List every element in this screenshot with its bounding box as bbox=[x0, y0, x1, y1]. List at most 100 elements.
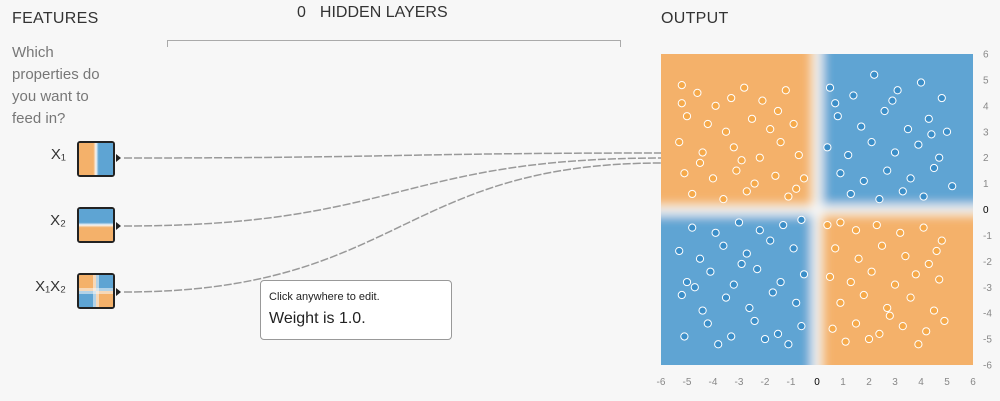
orange-point bbox=[836, 218, 845, 227]
blue-point bbox=[890, 148, 900, 157]
feature-node-x1x2[interactable] bbox=[77, 273, 115, 309]
orange-point bbox=[828, 324, 837, 333]
blue-point bbox=[916, 78, 926, 87]
weight-tooltip[interactable]: Click anywhere to edit. Weight is 1.0. bbox=[260, 280, 452, 340]
orange-point bbox=[924, 259, 933, 269]
orange-point bbox=[841, 337, 850, 346]
orange-point bbox=[711, 101, 720, 110]
blue-point bbox=[706, 267, 715, 276]
link-x1x2[interactable] bbox=[123, 162, 663, 293]
orange-point bbox=[932, 246, 941, 256]
orange-point bbox=[922, 327, 931, 336]
y-axis-ticks: 6 5 4 3 2 1 0 -1 -2 -3 -4 -5 -6 bbox=[983, 50, 992, 372]
feature-node-x1[interactable] bbox=[77, 141, 115, 177]
blue-point bbox=[948, 182, 957, 191]
blue-point bbox=[836, 169, 845, 178]
orange-point bbox=[919, 223, 928, 232]
x-tick-label: -6 bbox=[657, 377, 666, 388]
orange-point bbox=[875, 329, 884, 338]
orange-point bbox=[698, 148, 707, 157]
y-tick-label: -2 bbox=[983, 257, 992, 268]
orange-point bbox=[883, 303, 892, 313]
x-tick-label: 0 bbox=[814, 377, 820, 388]
x-tick-label: -3 bbox=[735, 377, 744, 388]
blue-point bbox=[766, 236, 775, 245]
blue-point bbox=[737, 259, 746, 269]
blue-point bbox=[789, 244, 798, 253]
orange-point bbox=[914, 340, 923, 349]
orange-point bbox=[695, 158, 705, 167]
hidden-layers-count: 0 bbox=[297, 4, 306, 21]
blue-point bbox=[823, 143, 832, 152]
hidden-layers-label: HIDDEN LAYERS bbox=[319, 4, 448, 21]
orange-point bbox=[781, 86, 790, 95]
x-tick-label: -5 bbox=[683, 377, 692, 388]
blue-point bbox=[883, 166, 892, 175]
x-tick-label: -1 bbox=[787, 377, 796, 388]
orange-point bbox=[854, 254, 863, 263]
blue-point bbox=[935, 153, 944, 162]
orange-point bbox=[825, 272, 835, 281]
orange-point bbox=[906, 293, 915, 302]
blue-point bbox=[919, 192, 928, 201]
blue-point bbox=[750, 316, 759, 326]
blue-point bbox=[927, 130, 936, 139]
orange-point bbox=[776, 138, 785, 147]
y-tick-label: 5 bbox=[983, 75, 989, 86]
output-chart[interactable]: -6 -5 -4 -3 -2 -1 0 1 2 3 4 5 6 6 5 4 3 2 1 0 -1 -2 -3 -4 -5 -6 bbox=[650, 40, 1000, 401]
feature-node-x2[interactable] bbox=[77, 207, 115, 243]
blue-point bbox=[870, 70, 879, 79]
blue-point bbox=[844, 150, 853, 160]
orange-point bbox=[864, 334, 874, 344]
blue-point bbox=[849, 91, 858, 100]
x-tick-label: 2 bbox=[866, 377, 872, 388]
blue-point bbox=[924, 114, 933, 123]
link-x1[interactable] bbox=[123, 152, 663, 159]
y-tick-label: -4 bbox=[983, 309, 992, 320]
orange-point bbox=[836, 298, 845, 307]
orange-point bbox=[719, 195, 728, 204]
orange-point bbox=[732, 166, 741, 175]
feature-x1x2-output-arrow bbox=[116, 288, 121, 296]
features-question: Which properties do you want to feed in? bbox=[12, 44, 100, 127]
blue-point bbox=[721, 293, 731, 302]
orange-point bbox=[799, 174, 809, 183]
blue-point bbox=[690, 283, 699, 292]
feature-x2-thumbnail bbox=[79, 209, 113, 241]
orange-point bbox=[937, 236, 946, 245]
blue-point bbox=[688, 223, 697, 232]
y-tick-label: -3 bbox=[983, 283, 992, 294]
tooltip-weight: Weight is 1.0. bbox=[269, 310, 366, 327]
orange-point bbox=[896, 228, 905, 237]
hidden-layers-header: 0 HIDDEN LAYERS bbox=[297, 4, 448, 22]
x-tick-label: 1 bbox=[840, 377, 846, 388]
features-title: FEATURES bbox=[12, 10, 99, 27]
feature-x1x2-thumbnail bbox=[79, 275, 113, 307]
blue-point bbox=[682, 277, 692, 287]
blue-point bbox=[768, 288, 777, 297]
link-x2[interactable] bbox=[123, 157, 663, 227]
feature-x2-output-arrow bbox=[116, 222, 121, 230]
output-title: OUTPUT bbox=[661, 10, 729, 27]
blue-point bbox=[742, 249, 751, 258]
y-tick-label: -1 bbox=[983, 231, 992, 242]
orange-point bbox=[784, 192, 793, 201]
orange-point bbox=[750, 179, 759, 188]
blue-point bbox=[779, 220, 788, 230]
orange-point bbox=[885, 311, 894, 320]
blue-point bbox=[745, 303, 754, 313]
blue-point bbox=[914, 140, 923, 149]
orange-point bbox=[872, 220, 881, 230]
blue-point bbox=[714, 340, 723, 349]
blue-point bbox=[729, 280, 738, 289]
blue-point bbox=[857, 122, 866, 131]
blue-point bbox=[797, 215, 806, 224]
orange-point bbox=[677, 81, 686, 90]
blue-point bbox=[833, 112, 842, 121]
orange-point bbox=[940, 316, 949, 326]
orange-point bbox=[792, 184, 801, 193]
blue-point bbox=[846, 189, 855, 199]
orange-point bbox=[682, 112, 692, 121]
y-tick-label: -5 bbox=[983, 335, 992, 346]
orange-point bbox=[688, 189, 697, 199]
